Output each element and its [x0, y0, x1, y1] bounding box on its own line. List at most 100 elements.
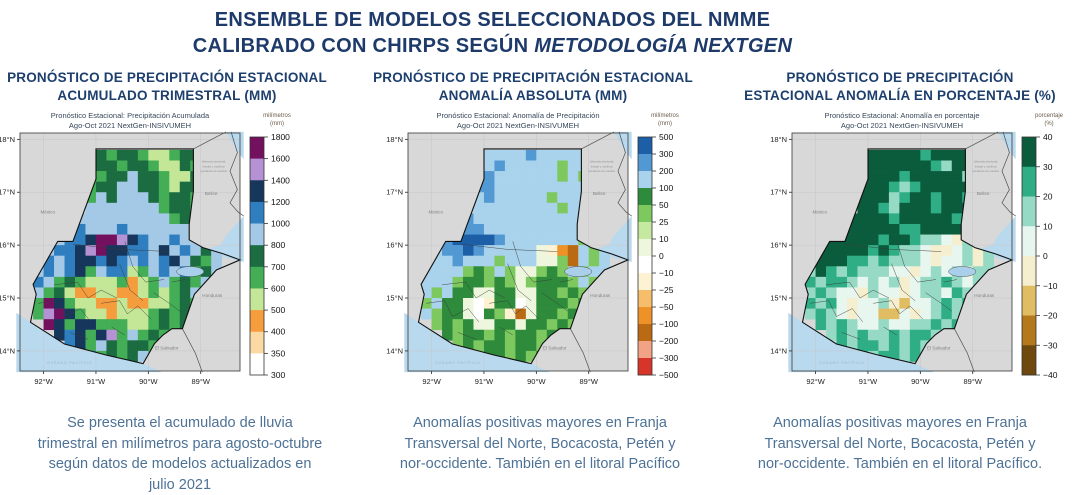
- raster-cell: [525, 350, 537, 362]
- raster-cell: [483, 340, 495, 352]
- raster-cell: [106, 266, 118, 278]
- raster-cell: [557, 276, 569, 288]
- raster-cell: [515, 266, 527, 278]
- raster-cell: [536, 171, 548, 182]
- raster-cell: [899, 297, 911, 309]
- colorbar-segment: [638, 171, 652, 189]
- raster-cell: [515, 181, 527, 193]
- raster-cell: [85, 340, 97, 352]
- raster-cell: [899, 160, 911, 172]
- raster-cell: [75, 234, 86, 246]
- map-title-line1: Pronóstico Estacional: Anomalía en porce…: [824, 111, 980, 121]
- raster-cell: [557, 234, 569, 246]
- raster-cell: [899, 340, 911, 352]
- raster-cell: [169, 213, 181, 225]
- raster-cell: [951, 234, 963, 246]
- raster-cell: [43, 255, 55, 267]
- raster-cell: [106, 171, 118, 182]
- raster-cell: [494, 329, 506, 341]
- raster-cell: [941, 276, 953, 288]
- raster-cell: [941, 255, 953, 267]
- raster-cell: [515, 160, 527, 172]
- label-pacific-ocean: OCÉANO PACÍFICO: [47, 360, 92, 365]
- raster-cell: [567, 308, 579, 320]
- raster-cell: [158, 319, 170, 330]
- raster-cell: [878, 223, 890, 235]
- raster-cell: [962, 276, 974, 288]
- raster-cell: [179, 202, 191, 214]
- raster-cell: [504, 234, 516, 246]
- raster-cell: [557, 160, 569, 172]
- raster-cell: [567, 213, 579, 225]
- raster-cell: [442, 245, 453, 256]
- raster-cell: [836, 276, 848, 288]
- colorbar-tick-label: 300: [271, 370, 285, 380]
- raster-cell: [847, 223, 858, 235]
- raster-cell: [95, 319, 107, 330]
- raster-cell: [43, 308, 55, 320]
- raster-cell: [106, 213, 118, 225]
- raster-cell: [148, 181, 160, 193]
- label-belize: Belice: [593, 191, 606, 196]
- colorbar-segment: [638, 290, 652, 308]
- raster-cell: [473, 287, 485, 299]
- raster-cell: [127, 171, 139, 182]
- raster-cell: [483, 276, 495, 288]
- colorbar-tick-label: −25: [659, 285, 674, 295]
- y-tick-label: 18°N: [386, 135, 403, 144]
- raster-cell: [494, 287, 506, 299]
- raster-cell: [106, 287, 118, 299]
- raster-cell: [179, 223, 191, 235]
- raster-cell: [941, 192, 953, 204]
- figure-anomaly-percent: Pronóstico Estacional: Anomalía en porce…: [770, 111, 1080, 389]
- raster-cell: [179, 192, 191, 204]
- raster-cell: [127, 149, 139, 161]
- raster-cell: [190, 255, 202, 267]
- raster-cell: [951, 149, 963, 161]
- map-column: Pronóstico Estacional: Anomalía en porce…: [770, 111, 1016, 389]
- raster-cell: [452, 287, 464, 299]
- raster-cell: [95, 171, 107, 182]
- raster-cell: [857, 297, 869, 309]
- raster-cell: [116, 202, 128, 214]
- raster-cell: [106, 329, 118, 341]
- x-tick-label: 91°W: [87, 377, 106, 386]
- raster-cell: [95, 192, 107, 204]
- map-frame: [407, 132, 629, 372]
- raster-cell: [116, 276, 128, 288]
- raster-cell: [867, 276, 879, 288]
- raster-cell: [106, 192, 118, 204]
- map-guatemala-anomaly-mm: México Belice Honduras El Salvador OCÉANO PA…: [386, 131, 632, 386]
- raster-cell: [546, 160, 558, 172]
- raster-cell: [85, 266, 97, 278]
- raster-cell: [116, 297, 128, 309]
- raster-cell: [930, 319, 942, 330]
- raster-cell: [494, 308, 506, 320]
- map-frame: [791, 132, 1013, 372]
- raster-cell: [116, 350, 128, 362]
- raster-cell: [64, 287, 76, 299]
- raster-cell: [847, 340, 858, 352]
- raster-cell: [941, 160, 953, 172]
- raster-cell: [483, 329, 495, 341]
- raster-cell: [169, 266, 181, 278]
- raster-cell: [857, 266, 869, 278]
- pacific-ocean: [788, 312, 934, 373]
- raster-cell: [85, 319, 97, 330]
- raster-cell: [473, 308, 485, 320]
- raster-cell: [899, 149, 911, 161]
- label-mexico: México: [40, 209, 55, 214]
- raster-cell: [546, 297, 558, 309]
- raster-cell: [857, 329, 869, 341]
- raster-cell: [421, 308, 432, 320]
- pacific-ocean: [404, 312, 550, 373]
- raster-cell: [578, 255, 590, 267]
- colorbar-segment: [250, 159, 264, 182]
- colorbar-tick-label: 200: [659, 166, 673, 176]
- raster-cell: [179, 287, 191, 299]
- raster-cell: [930, 213, 942, 225]
- raster-cell: [878, 297, 890, 309]
- raster-cell: [137, 160, 149, 172]
- raster-cell: [941, 319, 953, 330]
